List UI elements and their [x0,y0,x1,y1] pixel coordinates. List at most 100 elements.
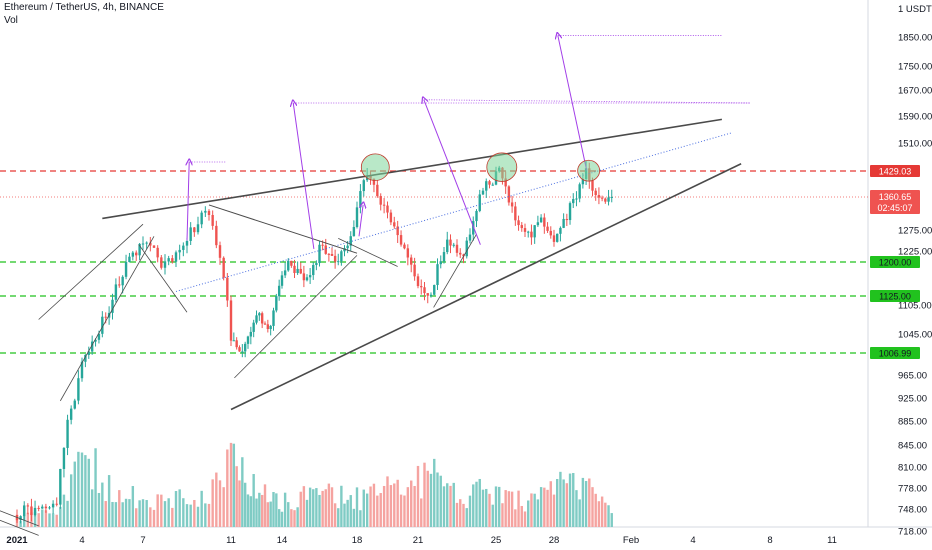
candle-body [141,243,145,245]
projection-arrow[interactable] [558,36,588,171]
projection-arrow[interactable] [293,103,315,249]
top-highlight-circle[interactable] [360,153,390,181]
price-tick-label: 1225.00 [898,247,932,258]
volume-bar [55,514,58,527]
volume-bar [527,500,530,527]
candle-body [607,197,610,202]
candle-body [546,226,549,231]
candle-body [416,276,420,287]
candle-body [302,273,306,281]
volume-bar [413,485,416,527]
top-highlight-circle[interactable] [577,159,601,182]
volume-bar [178,489,181,527]
flag-channel-line[interactable] [0,519,39,536]
price-tick-label: 1750.00 [898,62,932,73]
candle-body [246,336,250,344]
volume-bar [556,478,559,527]
volume-bar [287,502,290,527]
price-tick-label: 1045.00 [898,330,932,341]
volume-bar [77,451,80,527]
flag-channel-line[interactable] [59,236,155,402]
candle-body [475,210,478,222]
volume-bar [305,499,309,527]
descending-trendline[interactable] [208,204,358,254]
candle-body [420,286,423,288]
volume-bar [90,489,94,527]
volume-bar [468,495,472,527]
candle-body [379,196,382,205]
volume-bar [69,474,73,527]
candle-body [255,315,258,323]
wedge-lower-trendline[interactable] [230,163,742,411]
volume-bar [481,489,485,527]
candle-body [33,507,37,516]
candle-body [308,275,312,278]
volume-bar [359,510,362,527]
candle-body [504,178,507,187]
flag-channel-line[interactable] [433,233,477,308]
price-tick-label: 1670.00 [898,86,932,97]
volume-bar [543,487,546,527]
volume-bar [226,449,229,527]
projection-target-line[interactable] [423,99,751,104]
volume-bar [324,489,327,527]
volume-bar [568,473,572,527]
dotted-trend-channel[interactable] [175,132,732,292]
volume-bar [372,483,376,527]
flag-channel-line[interactable] [338,238,398,267]
projection-arrow[interactable] [424,100,481,245]
wedge-upper-trendline[interactable] [102,118,723,220]
candle-body [138,243,141,256]
volume-indicator-label: Vol [4,15,18,26]
candle-body [152,245,156,248]
volume-bar [277,509,281,527]
candle-body [423,287,426,294]
volume-bar [149,507,152,527]
volume-bar [44,510,48,527]
flag-channel-line[interactable] [38,223,144,320]
volume-bar [182,498,185,527]
volume-bar [321,490,324,527]
volume-bar [280,511,284,527]
candle-body [536,222,540,226]
candle-body [539,217,543,223]
projection-arrow[interactable] [358,205,363,237]
volume-bar [111,501,114,527]
volume-bar [386,476,389,527]
volume-bar [141,499,145,527]
flag-channel-line[interactable] [138,244,188,313]
volume-bar [410,480,413,527]
time-tick-label: 18 [352,535,363,546]
candle-body [84,354,87,362]
candle-body [468,234,472,241]
volume-bar [365,493,369,527]
candle-body [552,235,556,242]
candle-body [324,245,327,254]
volume-bar [478,478,481,527]
candle-body [312,265,315,276]
flag-channel-line[interactable] [234,255,358,379]
volume-bar [442,486,446,527]
volume-bar [501,503,504,527]
top-highlight-circle[interactable] [486,152,518,182]
price-tick-label: 1105.00 [898,301,932,312]
candle-body [80,361,84,379]
volume-bar [600,496,604,527]
volume-bar [423,462,426,527]
candle-body [436,264,439,286]
candle-body [449,239,452,246]
level-price-badge [870,165,920,177]
candle-body [396,226,399,236]
candle-body [128,256,131,263]
volume-bar [171,507,174,527]
volume-bar [243,482,247,527]
candle-body [269,325,272,330]
projection-arrow[interactable] [187,162,189,241]
price-tick-label: 718.00 [898,527,927,538]
volume-bar [318,494,321,527]
volume-bar [299,491,302,527]
flag-channel-line[interactable] [0,509,39,527]
level-price-badge [870,347,920,359]
volume-bar [51,513,55,527]
